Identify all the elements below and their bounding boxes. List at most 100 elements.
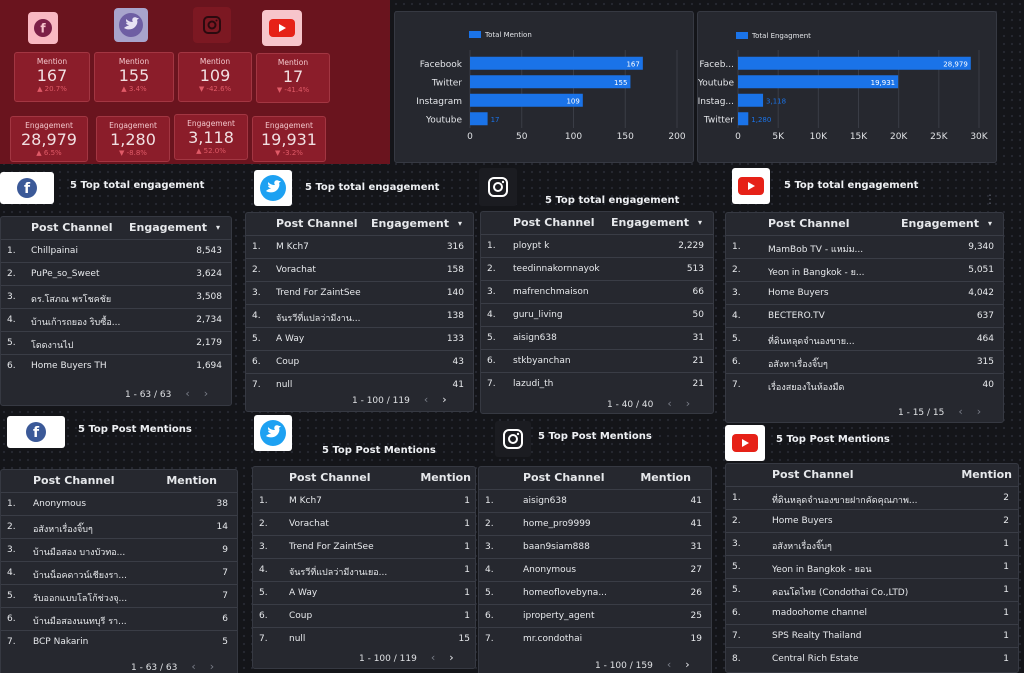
column-header-mention[interactable]: Mention <box>166 474 217 487</box>
table-row[interactable]: 7. BCP Nakarin 5 <box>1 630 237 653</box>
column-header-channel[interactable]: Post Channel <box>772 468 854 481</box>
next-page-button[interactable]: › <box>442 393 447 406</box>
table-row[interactable]: 7. null 41 <box>246 373 473 396</box>
table-row[interactable]: 2. Vorachat 158 <box>246 258 473 281</box>
table-row[interactable]: 3. บ้านมือสอง บางบัวทอ... 9 <box>1 538 237 561</box>
column-header-channel[interactable]: Post Channel <box>33 474 115 487</box>
table-row[interactable]: 5. ที่ดินหลุดจำนองขาย... 464 <box>726 327 1003 350</box>
prev-page-button[interactable]: ‹ <box>423 393 429 406</box>
column-header-mention[interactable]: Mention <box>640 471 691 484</box>
more-menu-icon[interactable]: ⋮ <box>984 192 996 206</box>
table-row[interactable]: 6. อสังหาเรื่องจิ๊บๆ 315 <box>726 350 1003 373</box>
table-row[interactable]: 3. mafrenchmaison 66 <box>481 280 713 303</box>
table-row[interactable]: 5. aisign638 31 <box>481 326 713 349</box>
row-number: 2. <box>732 265 741 275</box>
table-row[interactable]: 6. Home Buyers TH 1,694 <box>1 354 231 377</box>
section-title: 5 Top total engagement <box>305 182 440 193</box>
sort-desc-icon[interactable]: ▾ <box>987 219 992 228</box>
column-header-engagement[interactable]: Engagement <box>371 217 449 230</box>
table-row[interactable]: 5. รับออกแบบโลโก้ช่วงจุ... 7 <box>1 584 237 607</box>
table-row[interactable]: 4. Anonymous 27 <box>479 558 711 581</box>
table-row[interactable]: 2. Home Buyers 2 <box>726 509 1018 532</box>
table-row[interactable]: 7. null 15 <box>253 627 475 650</box>
column-header-engagement[interactable]: Engagement <box>129 221 207 234</box>
prev-page-button[interactable]: ‹ <box>430 651 436 664</box>
table-row[interactable]: 1. MamBob TV - แหม่ม... 9,340 <box>726 235 1003 258</box>
table-row[interactable]: 2. Vorachat 1 <box>253 512 475 535</box>
table-row[interactable]: 8. Central Rich Estate 1 <box>726 647 1018 670</box>
table-row[interactable]: 2. PuPe_so_Sweet 3,624 <box>1 262 231 285</box>
next-page-button[interactable]: › <box>685 658 690 671</box>
tick-label: 0 <box>467 132 473 142</box>
table-row[interactable]: 5. Yeon in Bangkok - ยอน 1 <box>726 555 1018 578</box>
table-row[interactable]: 4. จันรวีที่แปลว่ามีงานเยอ... 1 <box>253 558 475 581</box>
table-row[interactable]: 1. aisign638 41 <box>479 489 711 512</box>
row-number: 3. <box>487 287 496 297</box>
row-value: 15 <box>458 634 470 644</box>
table-row[interactable]: 5. A Way 1 <box>253 581 475 604</box>
table-row[interactable]: 5. homeoflovebyna... 26 <box>479 581 711 604</box>
table-row[interactable]: 6. stkbyanchan 21 <box>481 349 713 372</box>
sort-desc-icon[interactable]: ▾ <box>457 219 462 228</box>
table-row[interactable]: 6. Coup 43 <box>246 350 473 373</box>
table-row[interactable]: 1. ที่ดินหลุดจำนองขายฝากคัดคุณภาพ... 2 <box>726 486 1018 509</box>
column-header-engagement[interactable]: Engagement <box>611 216 689 229</box>
column-header-channel[interactable]: Post Channel <box>289 471 371 484</box>
column-header-channel[interactable]: Post Channel <box>276 217 358 230</box>
table-row[interactable]: 4. บ้านเก้ารถยอง ริบซื้อ... 2,734 <box>1 308 231 331</box>
table-row[interactable]: 6. madoohome channel 1 <box>726 601 1018 624</box>
prev-page-button[interactable]: ‹ <box>185 387 190 400</box>
next-page-button[interactable]: › <box>449 651 454 664</box>
next-page-button[interactable]: › <box>976 405 982 418</box>
table-row[interactable]: 2. teedinnakornnayok 513 <box>481 257 713 280</box>
channel-name: Yeon in Bangkok - ยอน <box>772 565 872 575</box>
table-row[interactable]: 2. home_pro9999 41 <box>479 512 711 535</box>
prev-page-button[interactable]: ‹ <box>667 397 672 410</box>
prev-page-button[interactable]: ‹ <box>958 405 963 418</box>
table-row[interactable]: 1. M Kch7 1 <box>253 489 475 512</box>
column-header-engagement[interactable]: Engagement <box>901 217 979 230</box>
table-row[interactable]: 6. Coup 1 <box>253 604 475 627</box>
table-row[interactable]: 2. อสังหาเรื่องจิ๊บๆ 14 <box>1 515 237 538</box>
prev-page-button[interactable]: ‹ <box>666 658 672 671</box>
table-row[interactable]: 4. บ้านน็อคดาวน์เชียงรา... 7 <box>1 561 237 584</box>
sort-desc-icon[interactable]: ▾ <box>697 218 702 227</box>
table-row[interactable]: 7. lazudi_th 21 <box>481 372 713 395</box>
next-page-button[interactable]: › <box>203 387 209 400</box>
column-header-channel[interactable]: Post Channel <box>768 217 850 230</box>
table-row[interactable]: 3. ดร.โสภณ พรโชคชัย 3,508 <box>1 285 231 308</box>
next-page-button[interactable]: › <box>685 397 691 410</box>
column-header-mention[interactable]: Mention <box>961 468 1012 481</box>
table-row[interactable]: 1. Chillpainai 8,543 <box>1 239 231 262</box>
table-row[interactable]: 7. mr.condothai 19 <box>479 627 711 650</box>
column-header-mention[interactable]: Mention <box>420 471 471 484</box>
table-row[interactable]: 3. Home Buyers 4,042 <box>726 281 1003 304</box>
table-row[interactable]: 3. Trend For ZaintSee 1 <box>253 535 475 558</box>
table-row[interactable]: 3. อสังหาเรื่องจิ๊บๆ 1 <box>726 532 1018 555</box>
table-row[interactable]: 6. บ้านมือสองนนทบุรี รา... 6 <box>1 607 237 630</box>
table-row[interactable]: 4. BECTERO.TV 637 <box>726 304 1003 327</box>
column-header-channel[interactable]: Post Channel <box>513 216 595 229</box>
table-row[interactable]: 1. ploypt k 2,229 <box>481 234 713 257</box>
table-row[interactable]: 5. โดดงานไป 2,179 <box>1 331 231 354</box>
table-row[interactable]: 4. guru_living 50 <box>481 303 713 326</box>
table-row[interactable]: 4. จันรวีที่แปลว่ามีงาน... 138 <box>246 304 473 327</box>
table-row[interactable]: 5. A Way 133 <box>246 327 473 350</box>
channel-name: บ้านเก้ารถยอง ริบซื้อ... <box>31 318 121 328</box>
prev-page-button[interactable]: ‹ <box>191 660 196 673</box>
column-header-channel[interactable]: Post Channel <box>523 471 605 484</box>
column-header-channel[interactable]: Post Channel <box>31 221 113 234</box>
table-row[interactable]: 7. เรื่องสยองในห้องมืด 40 <box>726 373 1003 396</box>
row-value: 133 <box>446 334 464 344</box>
table-row[interactable]: 7. SPS Realty Thailand 1 <box>726 624 1018 647</box>
table-row[interactable]: 1. M Kch7 316 <box>246 235 473 258</box>
table-row[interactable]: 5. คอนโดไทย (Condothai Co.,LTD) 1 <box>726 578 1018 601</box>
table-row[interactable]: 1. Anonymous 38 <box>1 492 237 515</box>
table-row[interactable]: 6. iproperty_agent 25 <box>479 604 711 627</box>
table-row[interactable]: 3. Trend For ZaintSee 140 <box>246 281 473 304</box>
table-row[interactable]: 3. baan9siam888 31 <box>479 535 711 558</box>
table-row[interactable]: 2. Yeon in Bangkok - ย... 5,051 <box>726 258 1003 281</box>
facebook-icon: f <box>28 12 58 44</box>
sort-desc-icon[interactable]: ▾ <box>215 223 220 232</box>
next-page-button[interactable]: › <box>209 660 215 673</box>
